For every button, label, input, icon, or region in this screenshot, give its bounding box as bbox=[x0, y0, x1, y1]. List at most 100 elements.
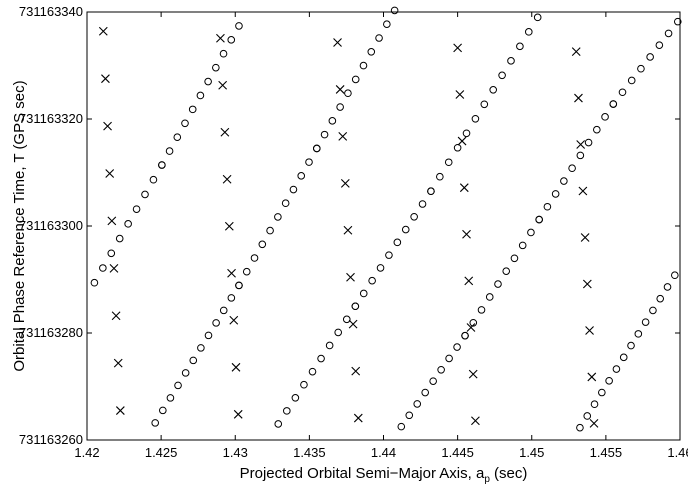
data-point-circle bbox=[418, 200, 427, 208]
data-point-circle bbox=[90, 278, 99, 287]
data-point-circle bbox=[576, 151, 585, 160]
data-point-circle bbox=[312, 144, 321, 153]
data-point-x bbox=[218, 80, 228, 90]
data-point-x bbox=[343, 225, 353, 235]
data-point-circle bbox=[576, 423, 584, 432]
data-point-circle bbox=[543, 202, 552, 211]
data-point-circle bbox=[258, 240, 267, 249]
data-point-x bbox=[462, 229, 471, 239]
data-point-circle bbox=[598, 388, 606, 397]
data-point-circle bbox=[533, 13, 542, 22]
data-point-circle bbox=[498, 71, 506, 80]
data-point-circle bbox=[469, 318, 478, 327]
data-point-x bbox=[103, 121, 112, 131]
data-point-circle bbox=[188, 105, 197, 114]
data-point-circle bbox=[99, 264, 107, 272]
x-axis-label-main: Projected Orbital Semi−Major Axis, a bbox=[240, 465, 485, 482]
x-axis-label-subscript: p bbox=[484, 474, 490, 485]
data-point-circle bbox=[250, 254, 259, 262]
data-point-circle bbox=[471, 114, 480, 123]
data-point-circle bbox=[637, 64, 645, 73]
data-point-x bbox=[220, 127, 230, 137]
data-point-circle bbox=[204, 77, 212, 86]
data-point-x bbox=[113, 358, 123, 368]
data-point-circle bbox=[197, 344, 205, 352]
x-axis-label: Projected Orbital Semi−Major Axis, ap (s… bbox=[240, 465, 528, 485]
data-point-circle bbox=[401, 225, 410, 234]
data-point-x bbox=[111, 311, 121, 321]
data-point-circle bbox=[429, 377, 437, 385]
y-tick-label: 731163340 bbox=[19, 4, 83, 19]
data-point-x bbox=[466, 323, 476, 332]
data-point-circle bbox=[376, 264, 385, 272]
data-point-circle bbox=[649, 306, 657, 315]
data-point-circle bbox=[393, 238, 402, 247]
data-point-circle bbox=[351, 302, 360, 311]
data-point-circle bbox=[149, 175, 158, 184]
x-tick-label: 1.445 bbox=[441, 445, 474, 460]
data-point-circle bbox=[436, 172, 444, 181]
data-point-x bbox=[101, 74, 110, 84]
data-point-circle bbox=[219, 49, 228, 58]
data-point-x bbox=[468, 369, 478, 379]
data-point-x bbox=[346, 272, 355, 282]
x-tick-label: 1.435 bbox=[293, 445, 326, 460]
data-point-x bbox=[589, 419, 599, 428]
data-point-x bbox=[107, 216, 117, 226]
x-axis-label-unit: (sec) bbox=[490, 465, 528, 482]
data-point-circle bbox=[328, 117, 337, 125]
data-point-circle bbox=[462, 129, 471, 138]
data-point-circle bbox=[507, 57, 515, 65]
data-point-circle bbox=[421, 388, 429, 397]
data-point-circle bbox=[317, 354, 325, 363]
x-tick-label: 1.42 bbox=[74, 445, 99, 460]
data-point-x bbox=[459, 183, 469, 193]
data-point-circle bbox=[212, 63, 220, 72]
data-point-circle bbox=[344, 89, 352, 98]
data-point-circle bbox=[189, 356, 198, 365]
data-point-circle bbox=[502, 267, 511, 275]
data-point-circle bbox=[308, 367, 317, 376]
data-point-x bbox=[216, 33, 225, 43]
data-point-circle bbox=[437, 365, 445, 374]
data-point-circle bbox=[196, 91, 205, 100]
data-point-circle bbox=[165, 147, 174, 155]
data-point-x bbox=[229, 315, 239, 325]
axis-ticks: 1.42 1.425 1.43 1.435 1.44 1.445 1.45 1.455 1.46… bbox=[19, 4, 688, 460]
data-point-circle bbox=[673, 17, 682, 26]
data-point-circle bbox=[227, 36, 236, 44]
data-point-circle bbox=[151, 419, 159, 427]
data-point-circle bbox=[461, 331, 469, 340]
data-point-circle bbox=[383, 20, 391, 28]
data-point-circle bbox=[305, 158, 313, 166]
data-point-circle bbox=[535, 215, 543, 224]
x-tick-label: 1.44 bbox=[371, 445, 396, 460]
data-point-circle bbox=[242, 267, 251, 276]
data-point-circle bbox=[590, 400, 599, 409]
data-point-circle bbox=[634, 330, 643, 338]
data-point-circle bbox=[166, 394, 175, 402]
data-point-circle bbox=[413, 400, 422, 408]
data-point-circle bbox=[593, 125, 601, 134]
data-point-circle bbox=[297, 172, 306, 180]
data-point-x bbox=[578, 186, 588, 196]
data-point-circle bbox=[219, 306, 228, 315]
data-point-circle bbox=[115, 234, 124, 243]
data-point-x bbox=[455, 90, 465, 99]
data-point-circle bbox=[132, 205, 141, 213]
data-point-circle bbox=[510, 254, 519, 263]
data-point-x bbox=[576, 140, 586, 149]
data-point-circle bbox=[612, 365, 621, 373]
data-point-circle bbox=[646, 53, 654, 61]
data-point-circle bbox=[627, 341, 635, 350]
data-point-x bbox=[351, 366, 361, 376]
data-point-circle bbox=[291, 393, 300, 402]
data-point-x bbox=[574, 93, 583, 103]
data-point-circle bbox=[405, 411, 414, 420]
data-point-circle bbox=[453, 343, 461, 351]
data-point-circle bbox=[375, 34, 383, 42]
data-point-circle bbox=[334, 328, 343, 337]
data-point-circle bbox=[655, 41, 664, 49]
data-point-circle bbox=[583, 412, 592, 420]
data-point-circle bbox=[445, 354, 453, 363]
